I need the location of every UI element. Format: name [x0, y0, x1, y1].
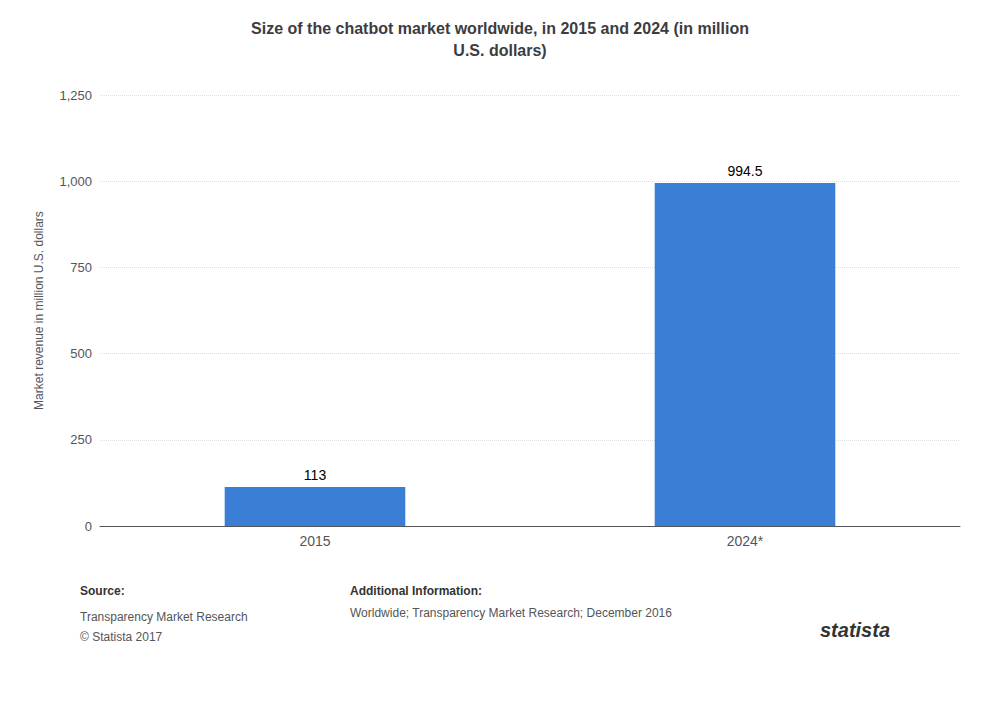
svg-text:Worldwide; Transparency Market: Worldwide; Transparency Market Research;…: [350, 606, 672, 620]
svg-text:© Statista 2017: © Statista 2017: [80, 630, 163, 644]
svg-text:994.5: 994.5: [727, 163, 762, 179]
svg-text:2024*: 2024*: [727, 533, 764, 549]
svg-text:250: 250: [70, 432, 92, 447]
svg-text:2015: 2015: [299, 533, 330, 549]
svg-text:Source:: Source:: [80, 584, 125, 598]
svg-text:1,000: 1,000: [59, 174, 92, 189]
svg-text:500: 500: [70, 346, 92, 361]
svg-text:statista: statista: [820, 619, 890, 641]
svg-text:750: 750: [70, 260, 92, 275]
svg-text:U.S. dollars): U.S. dollars): [453, 42, 546, 59]
svg-text:Market revenue in million U.S.: Market revenue in million U.S. dollars: [32, 211, 46, 410]
svg-text:1,250: 1,250: [59, 88, 92, 103]
svg-text:Transparency Market Research: Transparency Market Research: [80, 610, 248, 624]
svg-text:113: 113: [304, 467, 327, 483]
svg-text:Additional Information:: Additional Information:: [350, 584, 482, 598]
svg-text:0: 0: [85, 519, 92, 534]
svg-text:Size of the chatbot market wor: Size of the chatbot market worldwide, in…: [251, 20, 749, 37]
